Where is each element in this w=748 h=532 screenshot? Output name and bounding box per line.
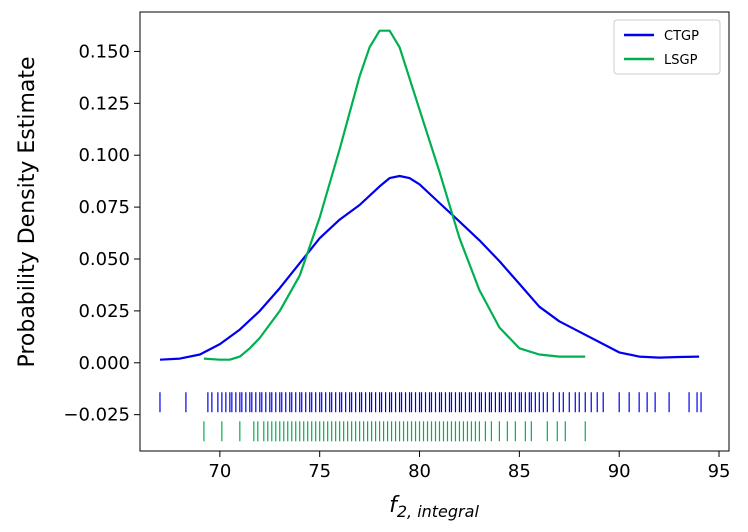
y-axis-label: Probability Density Estimate: [15, 56, 40, 367]
y-tick-label: 0.025: [78, 301, 130, 322]
series-line-ctgp: [159, 174, 700, 361]
y-axis-ticks: −0.025 0.000 0.025 0.050 0.075 0.100 0.125 0.15…: [63, 41, 140, 426]
y-tick-label: 0.050: [78, 249, 130, 270]
x-tick-label: 75: [308, 461, 331, 482]
x-axis-label: f2, integral: [389, 493, 479, 521]
x-tick-label: 70: [208, 461, 231, 482]
x-tick-label: 80: [408, 461, 431, 482]
y-tick-label: 0.075: [78, 197, 130, 218]
legend-label-ctgp: CTGP: [664, 29, 699, 44]
x-tick-label: 85: [508, 461, 531, 482]
y-tick-label: 0.150: [78, 41, 130, 62]
y-tick-label: 0.125: [78, 93, 130, 114]
legend-label-lsgp: LSGP: [664, 53, 698, 68]
plot-frame: [139, 11, 730, 452]
y-tick-label: 0.000: [78, 353, 130, 374]
series-line-lsgp: [203, 29, 586, 361]
x-axis-ticks: 70 75 80 85 90 95: [208, 451, 730, 482]
rug-plots: [159, 392, 702, 442]
y-tick-label: 0.100: [78, 145, 130, 166]
x-tick-label: 95: [708, 461, 731, 482]
x-axis-label-subscript: 2, integral: [397, 502, 480, 521]
legend-box: [613, 19, 721, 75]
y-tick-label: −0.025: [63, 405, 130, 426]
density-curves: [159, 29, 700, 361]
x-tick-label: 90: [608, 461, 631, 482]
legend: CTGP LSGP: [613, 19, 721, 75]
x-axis-label-main: f: [389, 493, 400, 518]
